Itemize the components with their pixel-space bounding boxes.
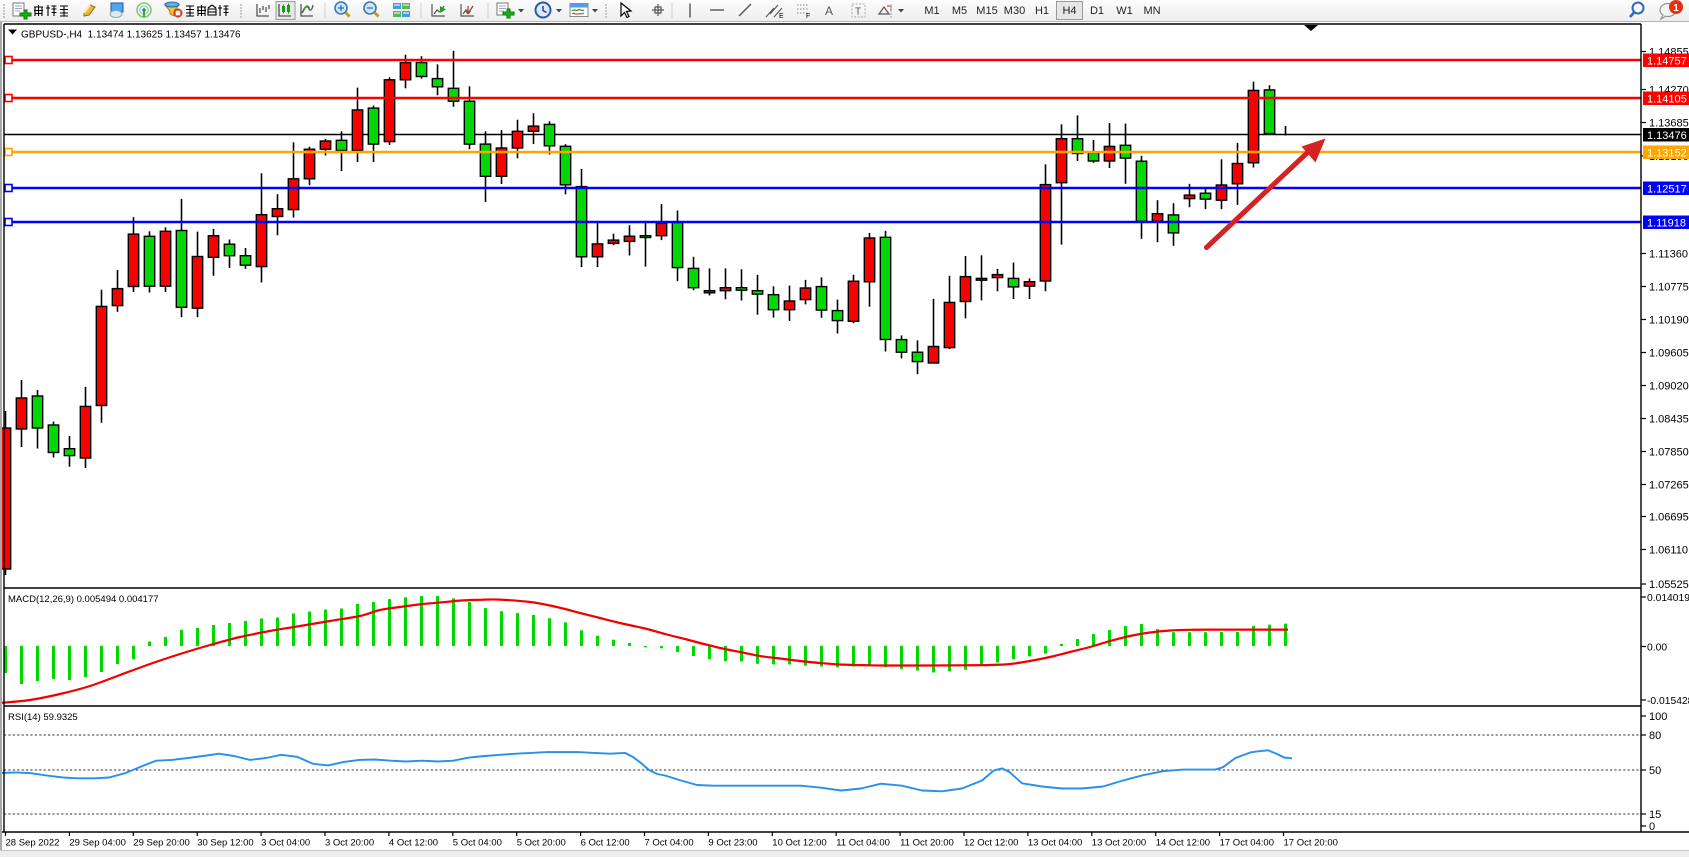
svg-text:1.13476: 1.13476 xyxy=(1647,130,1687,142)
svg-text:12 Oct 12:00: 12 Oct 12:00 xyxy=(964,838,1018,849)
svg-text:3 Oct 04:00: 3 Oct 04:00 xyxy=(261,838,310,849)
svg-text:50: 50 xyxy=(1649,765,1661,777)
svg-text:100: 100 xyxy=(1649,711,1667,723)
svg-text:M5: M5 xyxy=(952,5,967,17)
svg-text:11 Oct 04:00: 11 Oct 04:00 xyxy=(836,838,890,849)
svg-text:1.08435: 1.08435 xyxy=(1649,414,1689,426)
svg-text:1.11918: 1.11918 xyxy=(1647,218,1686,230)
svg-text:1.09605: 1.09605 xyxy=(1649,348,1689,360)
svg-text:17 Oct 20:00: 17 Oct 20:00 xyxy=(1284,838,1338,849)
svg-text:M15: M15 xyxy=(976,5,997,17)
svg-text:T: T xyxy=(855,7,861,18)
svg-text:E: E xyxy=(779,13,784,20)
svg-text:1.09020: 1.09020 xyxy=(1649,381,1689,393)
svg-text:29 Sep 20:00: 29 Sep 20:00 xyxy=(133,838,190,849)
svg-text:MN: MN xyxy=(1143,5,1160,17)
svg-text:-0.015428: -0.015428 xyxy=(1647,696,1689,707)
svg-text:10 Oct 12:00: 10 Oct 12:00 xyxy=(772,838,826,849)
svg-text:4 Oct 12:00: 4 Oct 12:00 xyxy=(389,838,438,849)
svg-text:1.14105: 1.14105 xyxy=(1647,94,1687,106)
svg-text:13 Oct 04:00: 13 Oct 04:00 xyxy=(1028,838,1082,849)
svg-text:15: 15 xyxy=(1649,809,1661,821)
svg-text:M30: M30 xyxy=(1004,5,1025,17)
svg-text:GBPUSD-,H4 1.13474 1.13625 1.: GBPUSD-,H4 1.13474 1.13625 1.13457 1.134… xyxy=(21,30,241,41)
svg-text:1.06110: 1.06110 xyxy=(1649,545,1688,557)
svg-text:A: A xyxy=(825,4,833,18)
svg-text:1.14757: 1.14757 xyxy=(1647,56,1687,68)
svg-text:3 Oct 20:00: 3 Oct 20:00 xyxy=(325,838,374,849)
svg-text:28 Sep 2022: 28 Sep 2022 xyxy=(6,838,60,849)
svg-text:0.014019: 0.014019 xyxy=(1647,593,1689,604)
svg-text:0.00: 0.00 xyxy=(1647,643,1667,654)
svg-text:MACD(12,26,9) 0.005494 0.00417: MACD(12,26,9) 0.005494 0.004177 xyxy=(8,594,159,605)
svg-text:1.07850: 1.07850 xyxy=(1649,447,1689,459)
svg-text:5 Oct 20:00: 5 Oct 20:00 xyxy=(517,838,566,849)
svg-text:M1: M1 xyxy=(924,5,939,17)
svg-text:D1: D1 xyxy=(1090,5,1104,17)
svg-text:1.12517: 1.12517 xyxy=(1647,184,1687,196)
svg-text:1: 1 xyxy=(1673,3,1679,14)
svg-text:W1: W1 xyxy=(1116,5,1133,17)
svg-text:30 Sep 12:00: 30 Sep 12:00 xyxy=(197,838,254,849)
svg-text:9 Oct 23:00: 9 Oct 23:00 xyxy=(708,838,757,849)
svg-text:1.13685: 1.13685 xyxy=(1649,118,1689,130)
svg-text:H4: H4 xyxy=(1062,5,1076,17)
svg-text:5 Oct 04:00: 5 Oct 04:00 xyxy=(453,838,502,849)
svg-text:1.10190: 1.10190 xyxy=(1649,315,1689,327)
svg-text:14 Oct 12:00: 14 Oct 12:00 xyxy=(1156,838,1210,849)
svg-text:RSI(14) 59.9325: RSI(14) 59.9325 xyxy=(8,712,78,723)
svg-text:11 Oct 20:00: 11 Oct 20:00 xyxy=(900,838,954,849)
svg-text:13 Oct 20:00: 13 Oct 20:00 xyxy=(1092,838,1146,849)
svg-text:1.07265: 1.07265 xyxy=(1649,480,1689,492)
svg-text:1.11360: 1.11360 xyxy=(1649,249,1688,261)
svg-text:F: F xyxy=(806,13,810,20)
svg-text:0: 0 xyxy=(1649,821,1655,833)
svg-text:1.13152: 1.13152 xyxy=(1647,148,1687,160)
svg-text:7 Oct 04:00: 7 Oct 04:00 xyxy=(645,838,694,849)
svg-text:1.05525: 1.05525 xyxy=(1649,579,1689,591)
svg-text:H1: H1 xyxy=(1035,5,1049,17)
svg-text:29 Sep 04:00: 29 Sep 04:00 xyxy=(69,838,126,849)
svg-text:1.06695: 1.06695 xyxy=(1649,512,1689,524)
svg-text:1.10775: 1.10775 xyxy=(1649,282,1689,294)
svg-text:80: 80 xyxy=(1649,730,1661,742)
svg-text:6 Oct 12:00: 6 Oct 12:00 xyxy=(581,838,630,849)
svg-text:17 Oct 04:00: 17 Oct 04:00 xyxy=(1220,838,1274,849)
